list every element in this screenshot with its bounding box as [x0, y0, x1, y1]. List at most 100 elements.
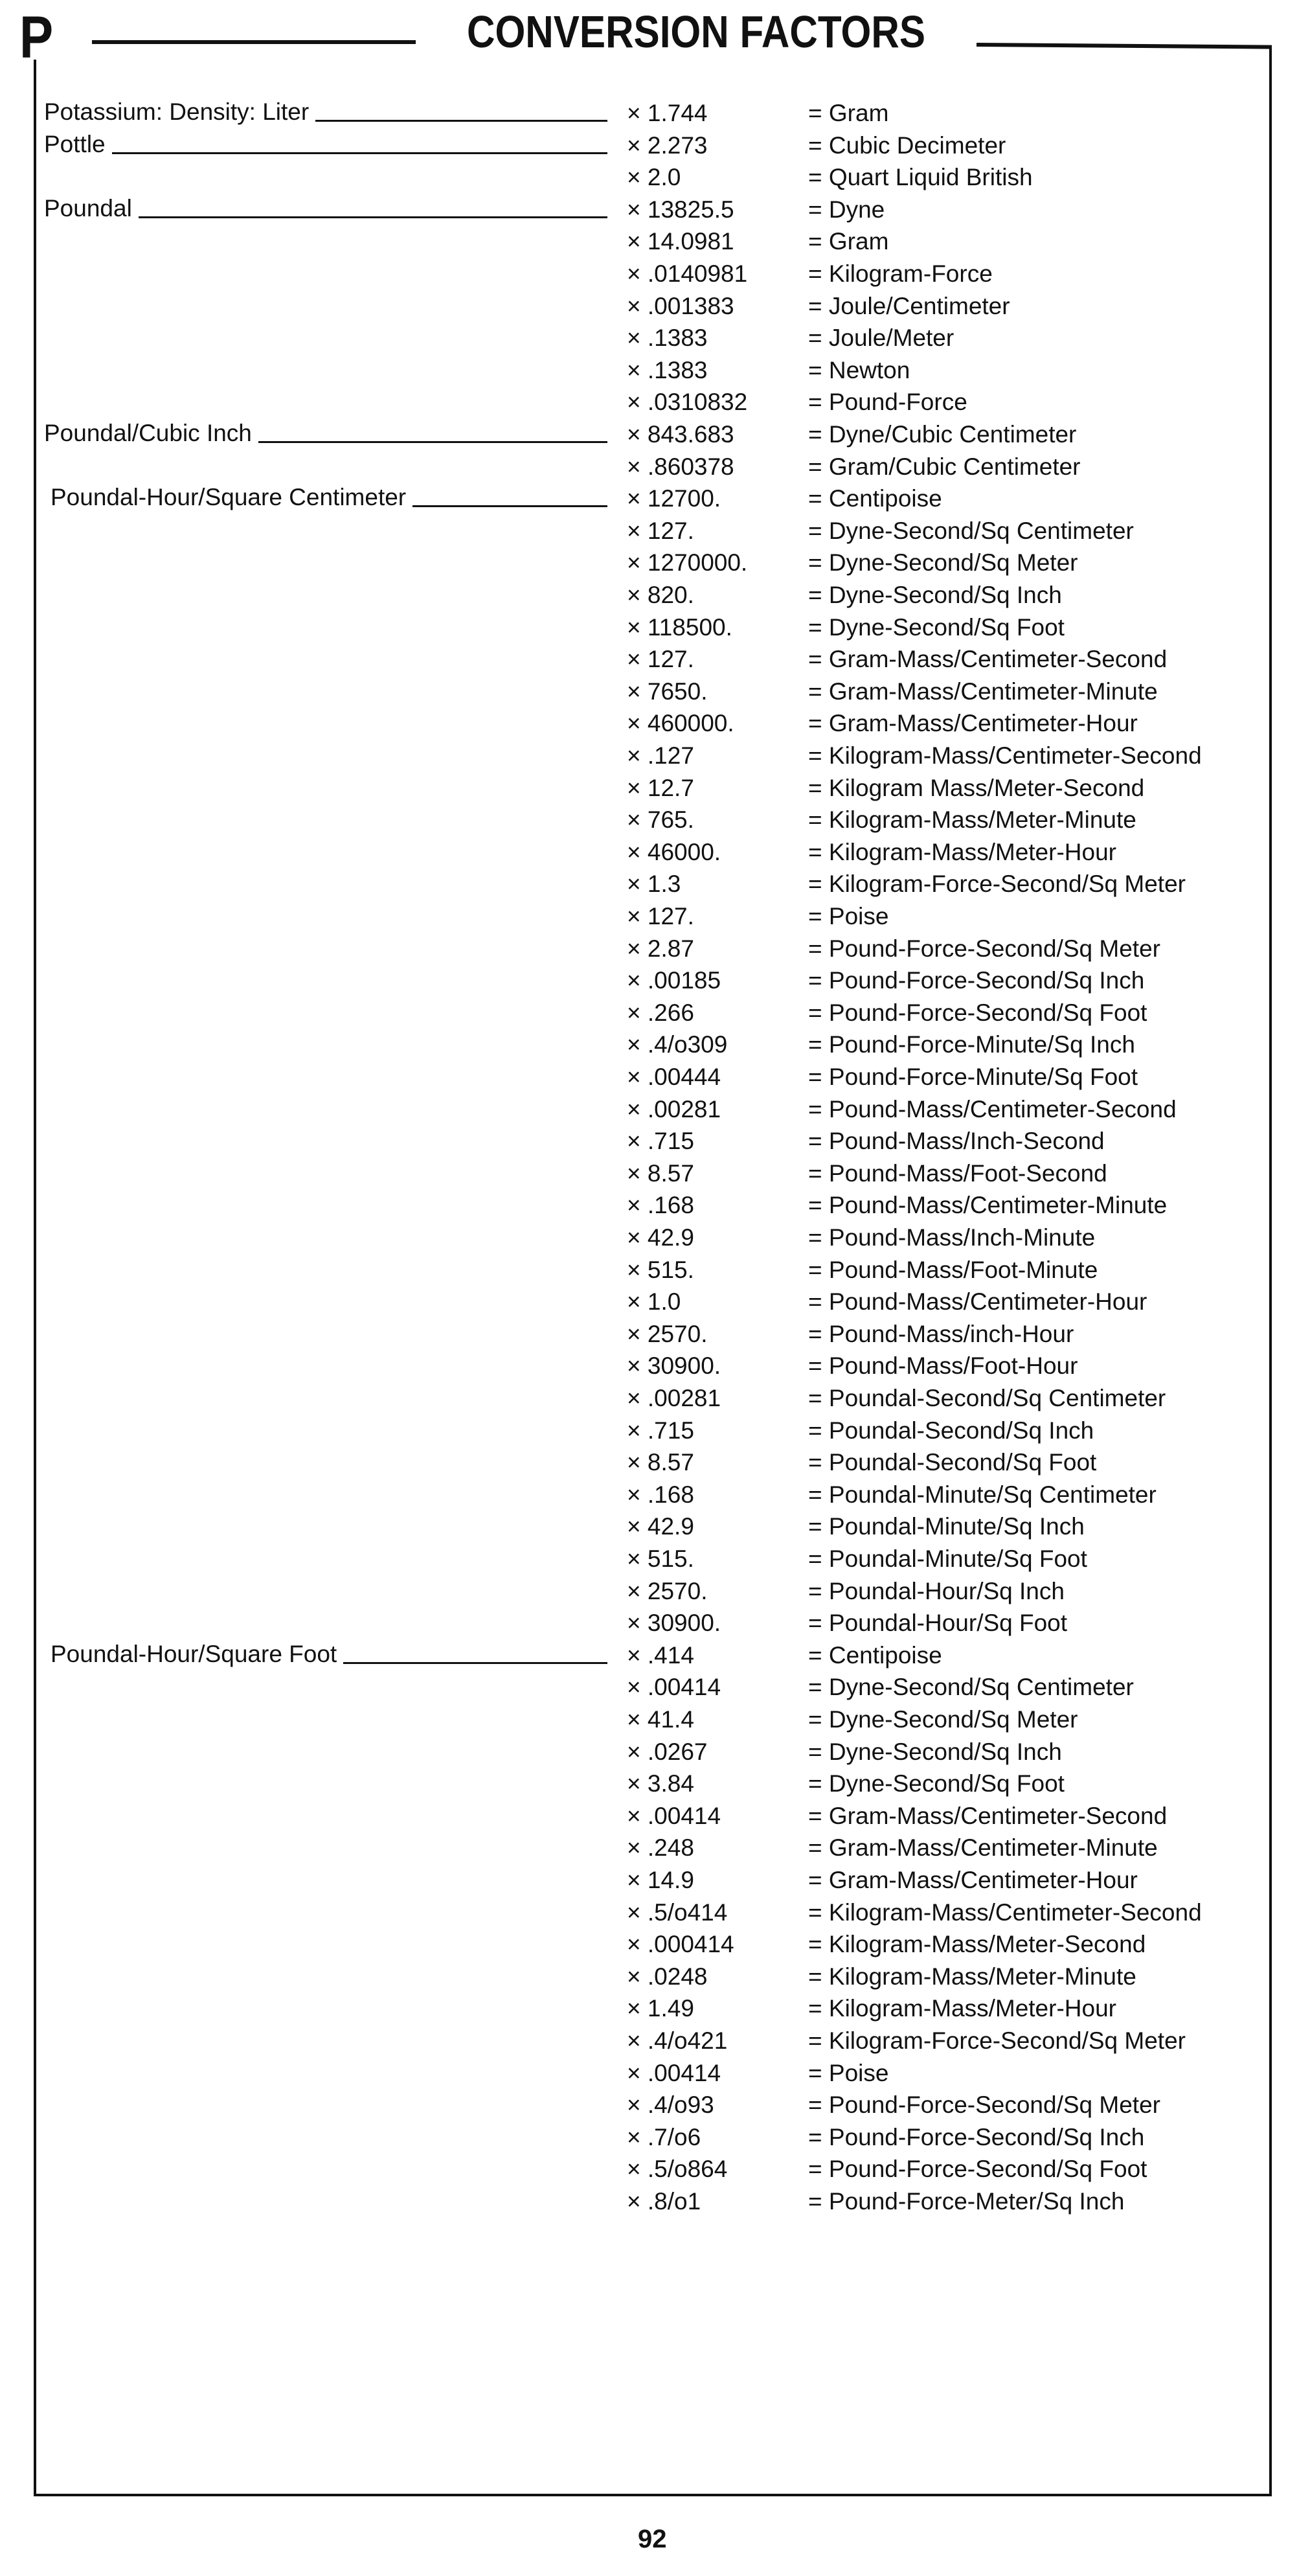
table-row: × 30900. = Poundal-Hour/Sq Foot: [0, 1607, 1310, 1639]
factor-value: × .7/o6: [627, 2123, 701, 2150]
unit-from-label: Poundal: [44, 194, 607, 223]
table-row: × 7650. = Gram-Mass/Centimeter-Minute: [0, 676, 1310, 708]
factor-value: × .000414: [627, 1931, 734, 1958]
unit-to: = Dyne-Second/Sq Inch: [808, 1738, 1062, 1765]
factor-value: × .00414: [627, 1674, 721, 1701]
leader-line: [315, 120, 608, 122]
table-row: × 12.7 = Kilogram Mass/Meter-Second: [0, 772, 1310, 804]
factor-value: × 30900.: [627, 1352, 721, 1380]
factor-value: × .00414: [627, 2059, 721, 2086]
leader-line: [258, 441, 607, 443]
table-row: × .248 = Gram-Mass/Centimeter-Minute: [0, 1832, 1310, 1864]
leader-line: [138, 216, 607, 218]
factor-value: × 2.87: [627, 935, 694, 962]
table-row: Poundal-Hour/Square Centimeter × 12700. = …: [0, 483, 1310, 515]
unit-to: = Gram-Mass/Centimeter-Hour: [808, 1867, 1138, 1893]
unit-to: = Kilogram-Mass/Meter-Second: [808, 1931, 1146, 1958]
factor-value: × .5/o864: [627, 2156, 728, 2183]
unit-to: = Pound-Mass/Foot-Hour: [808, 1352, 1078, 1380]
table-row: × 127. = Dyne-Second/Sq Centimeter: [0, 515, 1310, 547]
factor-value: × .248: [627, 1834, 694, 1862]
table-row: × .715 = Pound-Mass/Inch-Second: [0, 1125, 1310, 1157]
factor-value: × 460000.: [627, 710, 734, 737]
table-row: × 127. = Gram-Mass/Centimeter-Second: [0, 643, 1310, 676]
page-title: CONVERSION FACTORS: [466, 6, 925, 57]
factor-value: × .266: [627, 999, 694, 1026]
factor-value: × 46000.: [627, 838, 721, 865]
factor-value: × 2570.: [627, 1577, 708, 1604]
factor-value: × 42.9: [627, 1513, 694, 1540]
unit-to: = Gram-Mass/Centimeter-Minute: [808, 1834, 1158, 1862]
factor-value: × .715: [627, 1417, 694, 1444]
unit-from-label: Poundal-Hour/Square Centimeter: [51, 483, 608, 512]
unit-from-label: Poundal/Cubic Inch: [44, 418, 607, 448]
unit-to: = Gram-Mass/Centimeter-Minute: [808, 678, 1158, 705]
table-row: × .5/o414 = Kilogram-Mass/Centimeter-Seco…: [0, 1897, 1310, 1929]
factor-value: × .0310832: [627, 389, 748, 416]
unit-to: = Pound-Mass/Inch-Second: [808, 1128, 1105, 1155]
unit-to: = Kilogram-Force-Second/Sq Meter: [808, 871, 1186, 898]
table-row: × .4/o93 = Pound-Force-Second/Sq Meter: [0, 2089, 1310, 2121]
table-row: × 41.4 = Dyne-Second/Sq Meter: [0, 1704, 1310, 1736]
table-row: × .00281 = Poundal-Second/Sq Centimeter: [0, 1382, 1310, 1415]
factor-value: × 1.0: [627, 1288, 681, 1316]
table-row: × 118500. = Dyne-Second/Sq Foot: [0, 611, 1310, 644]
factor-value: × .00281: [627, 1385, 721, 1411]
unit-from-label: Poundal-Hour/Square Foot: [51, 1639, 608, 1669]
factor-value: × 515.: [627, 1545, 694, 1572]
table-row: × 765. = Kilogram-Mass/Meter-Minute: [0, 804, 1310, 836]
unit-to: = Joule/Centimeter: [808, 292, 1010, 319]
table-row: × 820. = Dyne-Second/Sq Inch: [0, 579, 1310, 611]
table-row: × .000414 = Kilogram-Mass/Meter-Second: [0, 1928, 1310, 1961]
unit-to: = Kilogram-Force: [808, 260, 993, 287]
unit-to: = Pound-Mass/inch-Hour: [808, 1320, 1074, 1347]
unit-to: = Pound-Mass/Inch-Minute: [808, 1224, 1096, 1251]
table-row: × .00414 = Poise: [0, 2057, 1310, 2090]
factor-value: × 2.273: [627, 131, 708, 159]
unit-from-label: Pottle: [44, 130, 607, 159]
table-row: Poundal-Hour/Square Foot × .414 = Centipoi…: [0, 1639, 1310, 1672]
title-rule-left: [92, 40, 416, 44]
factor-value: × 843.683: [627, 421, 734, 448]
unit-from-text: Potassium: Density: Liter: [44, 98, 310, 125]
table-row: × .0310832 = Pound-Force: [0, 386, 1310, 418]
factor-value: × 12700.: [627, 485, 721, 512]
unit-to: = Kilogram-Mass/Meter-Minute: [808, 1963, 1136, 1990]
factor-value: × .414: [627, 1641, 694, 1669]
factor-value: × .8/o1: [627, 2188, 701, 2215]
factor-value: × 820.: [627, 582, 694, 608]
table-row: × 46000. = Kilogram-Mass/Meter-Hour: [0, 836, 1310, 869]
unit-to: = Pound-Force-Second/Sq Inch: [808, 967, 1145, 994]
leader-line: [412, 505, 608, 508]
unit-to: = Pound-Mass/Foot-Minute: [808, 1256, 1098, 1283]
unit-to: = Kilogram-Mass/Meter-Minute: [808, 806, 1136, 834]
unit-to: = Pound-Force-Minute/Sq Foot: [808, 1064, 1138, 1090]
factor-value: × .0140981: [627, 260, 748, 287]
table-row: × 8.57 = Pound-Mass/Foot-Second: [0, 1157, 1310, 1190]
factor-value: × 2570.: [627, 1320, 708, 1347]
table-row: × 42.9 = Poundal-Minute/Sq Inch: [0, 1510, 1310, 1543]
table-row: × 42.9 = Pound-Mass/Inch-Minute: [0, 1222, 1310, 1254]
table-row: × .1383 = Newton: [0, 354, 1310, 387]
table-row: × .00281 = Pound-Mass/Centimeter-Second: [0, 1093, 1310, 1126]
unit-from-text: Poundal/Cubic Inch: [44, 420, 252, 446]
table-row: × .0267 = Dyne-Second/Sq Inch: [0, 1736, 1310, 1768]
unit-to: = Pound-Force: [808, 389, 967, 416]
unit-to: = Poundal-Minute/Sq Centimeter: [808, 1481, 1157, 1508]
unit-to: = Pound-Force-Minute/Sq Inch: [808, 1031, 1135, 1058]
unit-from-text: Poundal: [44, 194, 132, 222]
factor-value: × .168: [627, 1481, 694, 1508]
factor-value: × 8.57: [627, 1159, 694, 1187]
factor-value: × .0248: [627, 1963, 708, 1990]
unit-from-text: Pottle: [44, 130, 106, 157]
table-row: × 515. = Poundal-Minute/Sq Foot: [0, 1543, 1310, 1575]
unit-to: = Poise: [808, 903, 889, 929]
unit-to: = Gram/Cubic Centimeter: [808, 453, 1081, 480]
table-row: × .0140981 = Kilogram-Force: [0, 258, 1310, 290]
table-row: × 127. = Poise: [0, 900, 1310, 933]
unit-to: = Pound-Force-Second/Sq Foot: [808, 2156, 1147, 2183]
table-row: × .00185 = Pound-Force-Second/Sq Inch: [0, 964, 1310, 997]
unit-to: = Dyne-Second/Sq Meter: [808, 549, 1078, 576]
leader-line: [343, 1661, 608, 1664]
factor-value: × 3.84: [627, 1770, 694, 1797]
